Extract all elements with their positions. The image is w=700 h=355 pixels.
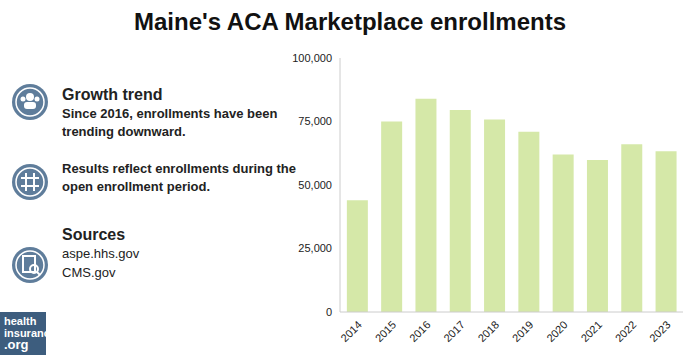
svg-text:50,000: 50,000 bbox=[298, 179, 332, 191]
svg-text:2014: 2014 bbox=[338, 318, 364, 344]
html-text:CMS.gov: CMS.gov bbox=[62, 265, 116, 280]
svg-text:2023: 2023 bbox=[647, 318, 673, 344]
html-text:health: health bbox=[4, 315, 37, 327]
svg-text:25,000: 25,000 bbox=[298, 242, 332, 254]
svg-text:75,000: 75,000 bbox=[298, 115, 332, 127]
svg-text:2020: 2020 bbox=[544, 318, 570, 344]
html-text:Results reflect enrollments du: Results reflect enrollments during the o… bbox=[62, 161, 296, 194]
svg-text:100,000: 100,000 bbox=[292, 52, 332, 64]
html-text:.org: .org bbox=[4, 337, 29, 352]
html-text:Sources: Sources bbox=[62, 226, 126, 243]
html-text:Growth trend: Growth trend bbox=[62, 86, 163, 103]
svg-text:2015: 2015 bbox=[373, 318, 399, 344]
svg-text:2016: 2016 bbox=[407, 318, 433, 344]
html-text:insurance: insurance bbox=[4, 327, 56, 339]
svg-text:2017: 2017 bbox=[441, 318, 467, 344]
svg-text:0: 0 bbox=[326, 306, 332, 318]
html-text:Since 2016, enrollments have b: Since 2016, enrollments have been trendi… bbox=[62, 106, 278, 139]
svg-text:2019: 2019 bbox=[510, 318, 536, 344]
html-text:aspe.hhs.gov: aspe.hhs.gov bbox=[62, 246, 140, 261]
html-text:Maine's ACA Marketplace enroll: Maine's ACA Marketplace enrollments bbox=[134, 8, 566, 35]
svg-text:2018: 2018 bbox=[475, 318, 501, 344]
svg-text:2021: 2021 bbox=[578, 318, 604, 344]
svg-text:2022: 2022 bbox=[613, 318, 639, 344]
